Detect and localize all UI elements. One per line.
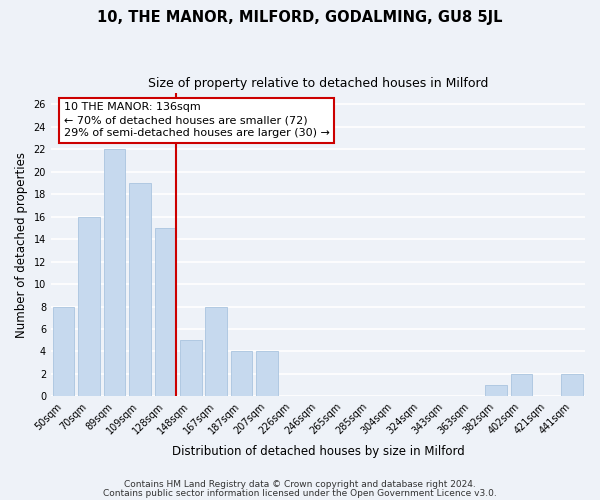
Bar xyxy=(511,374,532,396)
Text: Contains public sector information licensed under the Open Government Licence v3: Contains public sector information licen… xyxy=(103,488,497,498)
Bar xyxy=(155,228,176,396)
Bar xyxy=(205,306,227,396)
Text: Contains HM Land Registry data © Crown copyright and database right 2024.: Contains HM Land Registry data © Crown c… xyxy=(124,480,476,489)
Bar xyxy=(78,216,100,396)
Y-axis label: Number of detached properties: Number of detached properties xyxy=(15,152,28,338)
Text: 10 THE MANOR: 136sqm
← 70% of detached houses are smaller (72)
29% of semi-detac: 10 THE MANOR: 136sqm ← 70% of detached h… xyxy=(64,102,330,139)
Text: 10, THE MANOR, MILFORD, GODALMING, GU8 5JL: 10, THE MANOR, MILFORD, GODALMING, GU8 5… xyxy=(97,10,503,25)
Bar xyxy=(256,352,278,397)
Bar xyxy=(53,306,74,396)
Bar xyxy=(129,183,151,396)
Bar xyxy=(180,340,202,396)
Bar xyxy=(104,149,125,396)
Bar xyxy=(485,385,507,396)
X-axis label: Distribution of detached houses by size in Milford: Distribution of detached houses by size … xyxy=(172,444,464,458)
Bar xyxy=(231,352,253,397)
Bar xyxy=(562,374,583,396)
Title: Size of property relative to detached houses in Milford: Size of property relative to detached ho… xyxy=(148,78,488,90)
